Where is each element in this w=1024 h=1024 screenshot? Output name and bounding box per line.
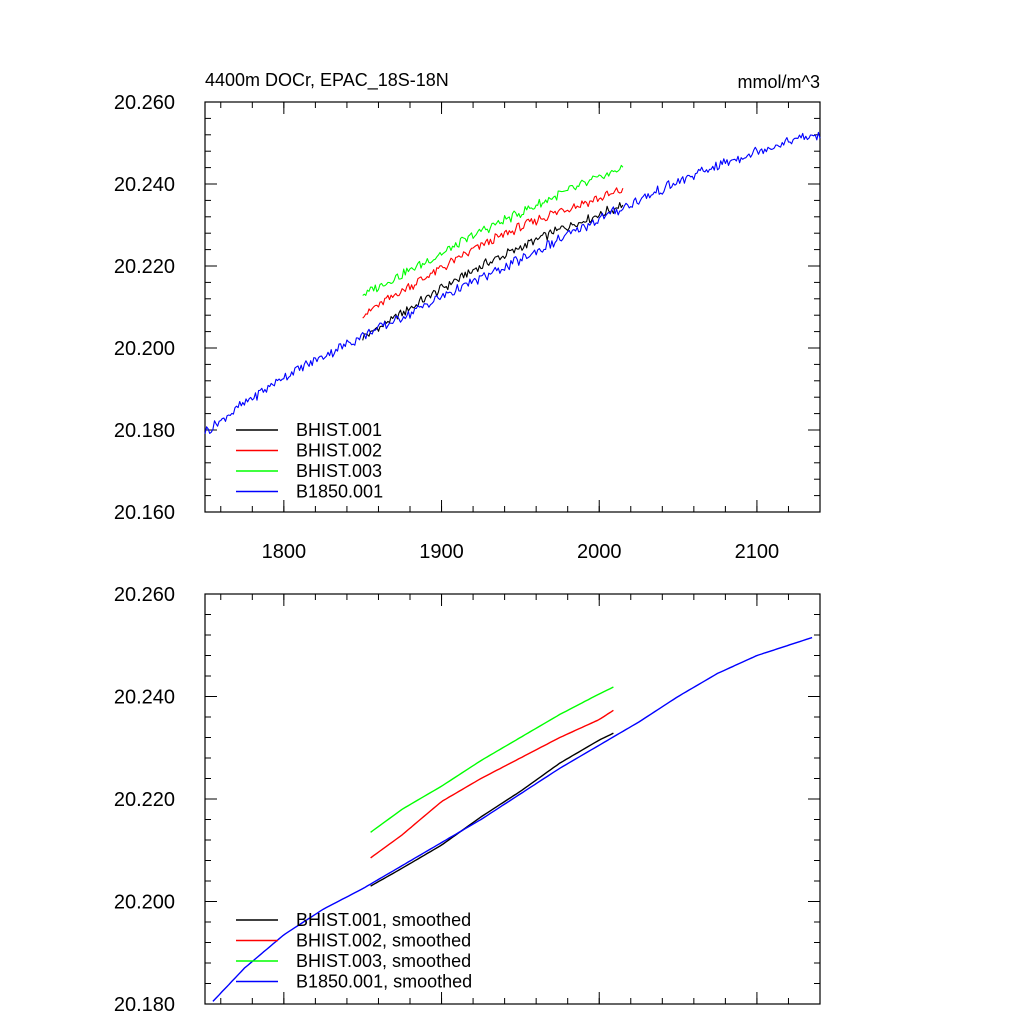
y-tick-label: 20.200 (114, 338, 175, 360)
y-tick-label: 20.260 (114, 92, 175, 114)
y-tick-label: 20.240 (114, 174, 175, 196)
series-line-1 (370, 732, 614, 887)
y-tick-label: 20.220 (114, 256, 175, 278)
y-tick-label: 20.200 (114, 892, 175, 914)
series-line-2 (370, 709, 614, 859)
bottom-chart: 20.180 20.200 20.220 20.240 20.260 BHIST.001,… (114, 584, 821, 1016)
series-line-3 (362, 164, 624, 296)
plot-frame (204, 101, 821, 513)
y-tick-label: 20.260 (114, 584, 175, 606)
x-tick-label: 1900 (419, 541, 464, 563)
y-tick-label: 20.240 (114, 687, 175, 709)
legend-label: BHIST.001, smoothed (296, 910, 471, 930)
legend-label: BHIST.002 (296, 441, 382, 461)
legend-label: BHIST.003 (296, 461, 382, 481)
series-line-2 (362, 187, 624, 319)
legend-label: B1850.001 (296, 482, 383, 502)
y-tick-label: 20.180 (114, 994, 175, 1016)
x-tick-label: 1800 (262, 541, 307, 563)
units-label: mmol/m^3 (738, 72, 820, 92)
legend-label: B1850.001, smoothed (296, 972, 472, 992)
series-line-3 (370, 686, 614, 833)
top-chart: 20.160 20.180 20.200 20.220 20.240 20.260 1800… (114, 70, 821, 563)
series-line-1 (362, 202, 624, 341)
x-tick-label: 2000 (577, 541, 622, 563)
chart-title: 4400m DOCr, EPAC_18S-18N (205, 70, 449, 91)
legend-label: BHIST.002, smoothed (296, 931, 471, 951)
legend-label: BHIST.001 (296, 420, 382, 440)
legend-label: BHIST.003, smoothed (296, 951, 471, 971)
series-line-4 (212, 636, 813, 1002)
y-tick-label: 20.220 (114, 789, 175, 811)
y-tick-label: 20.180 (114, 420, 175, 442)
series-line-4 (204, 131, 821, 434)
y-tick-label: 20.160 (114, 502, 175, 524)
x-tick-label: 2100 (735, 541, 780, 563)
